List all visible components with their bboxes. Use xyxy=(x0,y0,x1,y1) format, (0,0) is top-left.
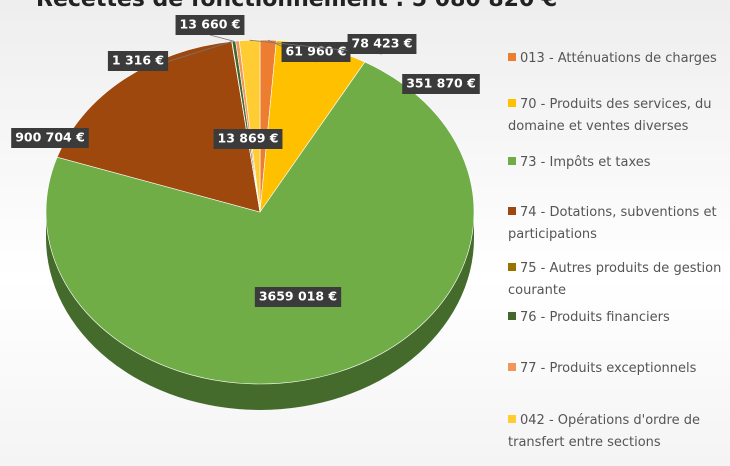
legend-label: 013 - Atténuations de charges xyxy=(520,51,717,66)
data-label-box xyxy=(11,128,89,148)
legend-item: 042 - Opérations d'ordre de transfert en… xyxy=(508,410,726,454)
legend-item: 70 - Produits des services, du domaine e… xyxy=(508,94,726,138)
data-label: 78 423 € xyxy=(352,36,413,51)
data-label-box xyxy=(254,287,342,307)
data-label: 351 870 € xyxy=(406,76,476,91)
data-label-box xyxy=(213,129,283,149)
legend-label: 73 - Impôts et taxes xyxy=(520,155,651,170)
legend-swatch xyxy=(508,207,516,215)
slice xyxy=(238,39,261,213)
legend-item: 76 - Produits financiers xyxy=(508,307,726,329)
legend-label: 77 - Produits exceptionnels xyxy=(520,361,697,376)
slice xyxy=(45,61,475,385)
data-label: 900 704 € xyxy=(15,130,85,145)
legend-item: 74 - Dotations, subventions et participa… xyxy=(508,202,726,246)
legend-swatch xyxy=(508,263,516,271)
legend-swatch xyxy=(508,157,516,165)
legend-label: 042 - Opérations d'ordre de transfert en… xyxy=(508,413,700,450)
leader-line xyxy=(209,34,234,42)
data-label: 1 316 € xyxy=(112,53,164,68)
chart-title: Recettes de fonctionnement : 5 080 820 € xyxy=(36,0,557,12)
legend-swatch xyxy=(508,99,516,107)
data-label: 61 960 € xyxy=(286,44,347,59)
legend-label: 74 - Dotations, subventions et participa… xyxy=(508,205,717,242)
data-label-box xyxy=(281,42,351,62)
legend-swatch xyxy=(508,415,516,423)
legend-label: 75 - Autres produits de gestion courante xyxy=(508,261,722,298)
legend-item: 77 - Produits exceptionnels xyxy=(508,358,726,380)
data-label-box xyxy=(402,74,480,94)
legend-item: 73 - Impôts et taxes xyxy=(508,152,726,174)
legend-item: 013 - Atténuations de charges xyxy=(508,48,726,70)
data-label: 13 869 € xyxy=(218,131,279,146)
legend-swatch xyxy=(508,363,516,371)
data-label-box xyxy=(347,34,417,54)
data-label: 13 660 € xyxy=(180,17,241,32)
legend-label: 70 - Produits des services, du domaine e… xyxy=(508,97,712,134)
legend-swatch xyxy=(508,53,516,61)
legend-item: 75 - Autres produits de gestion courante xyxy=(508,258,726,302)
data-label-box xyxy=(175,15,245,35)
legend-swatch xyxy=(508,312,516,320)
data-label: 3659 018 € xyxy=(259,289,337,304)
data-label-box xyxy=(107,51,169,71)
legend-label: 76 - Produits financiers xyxy=(520,310,670,325)
